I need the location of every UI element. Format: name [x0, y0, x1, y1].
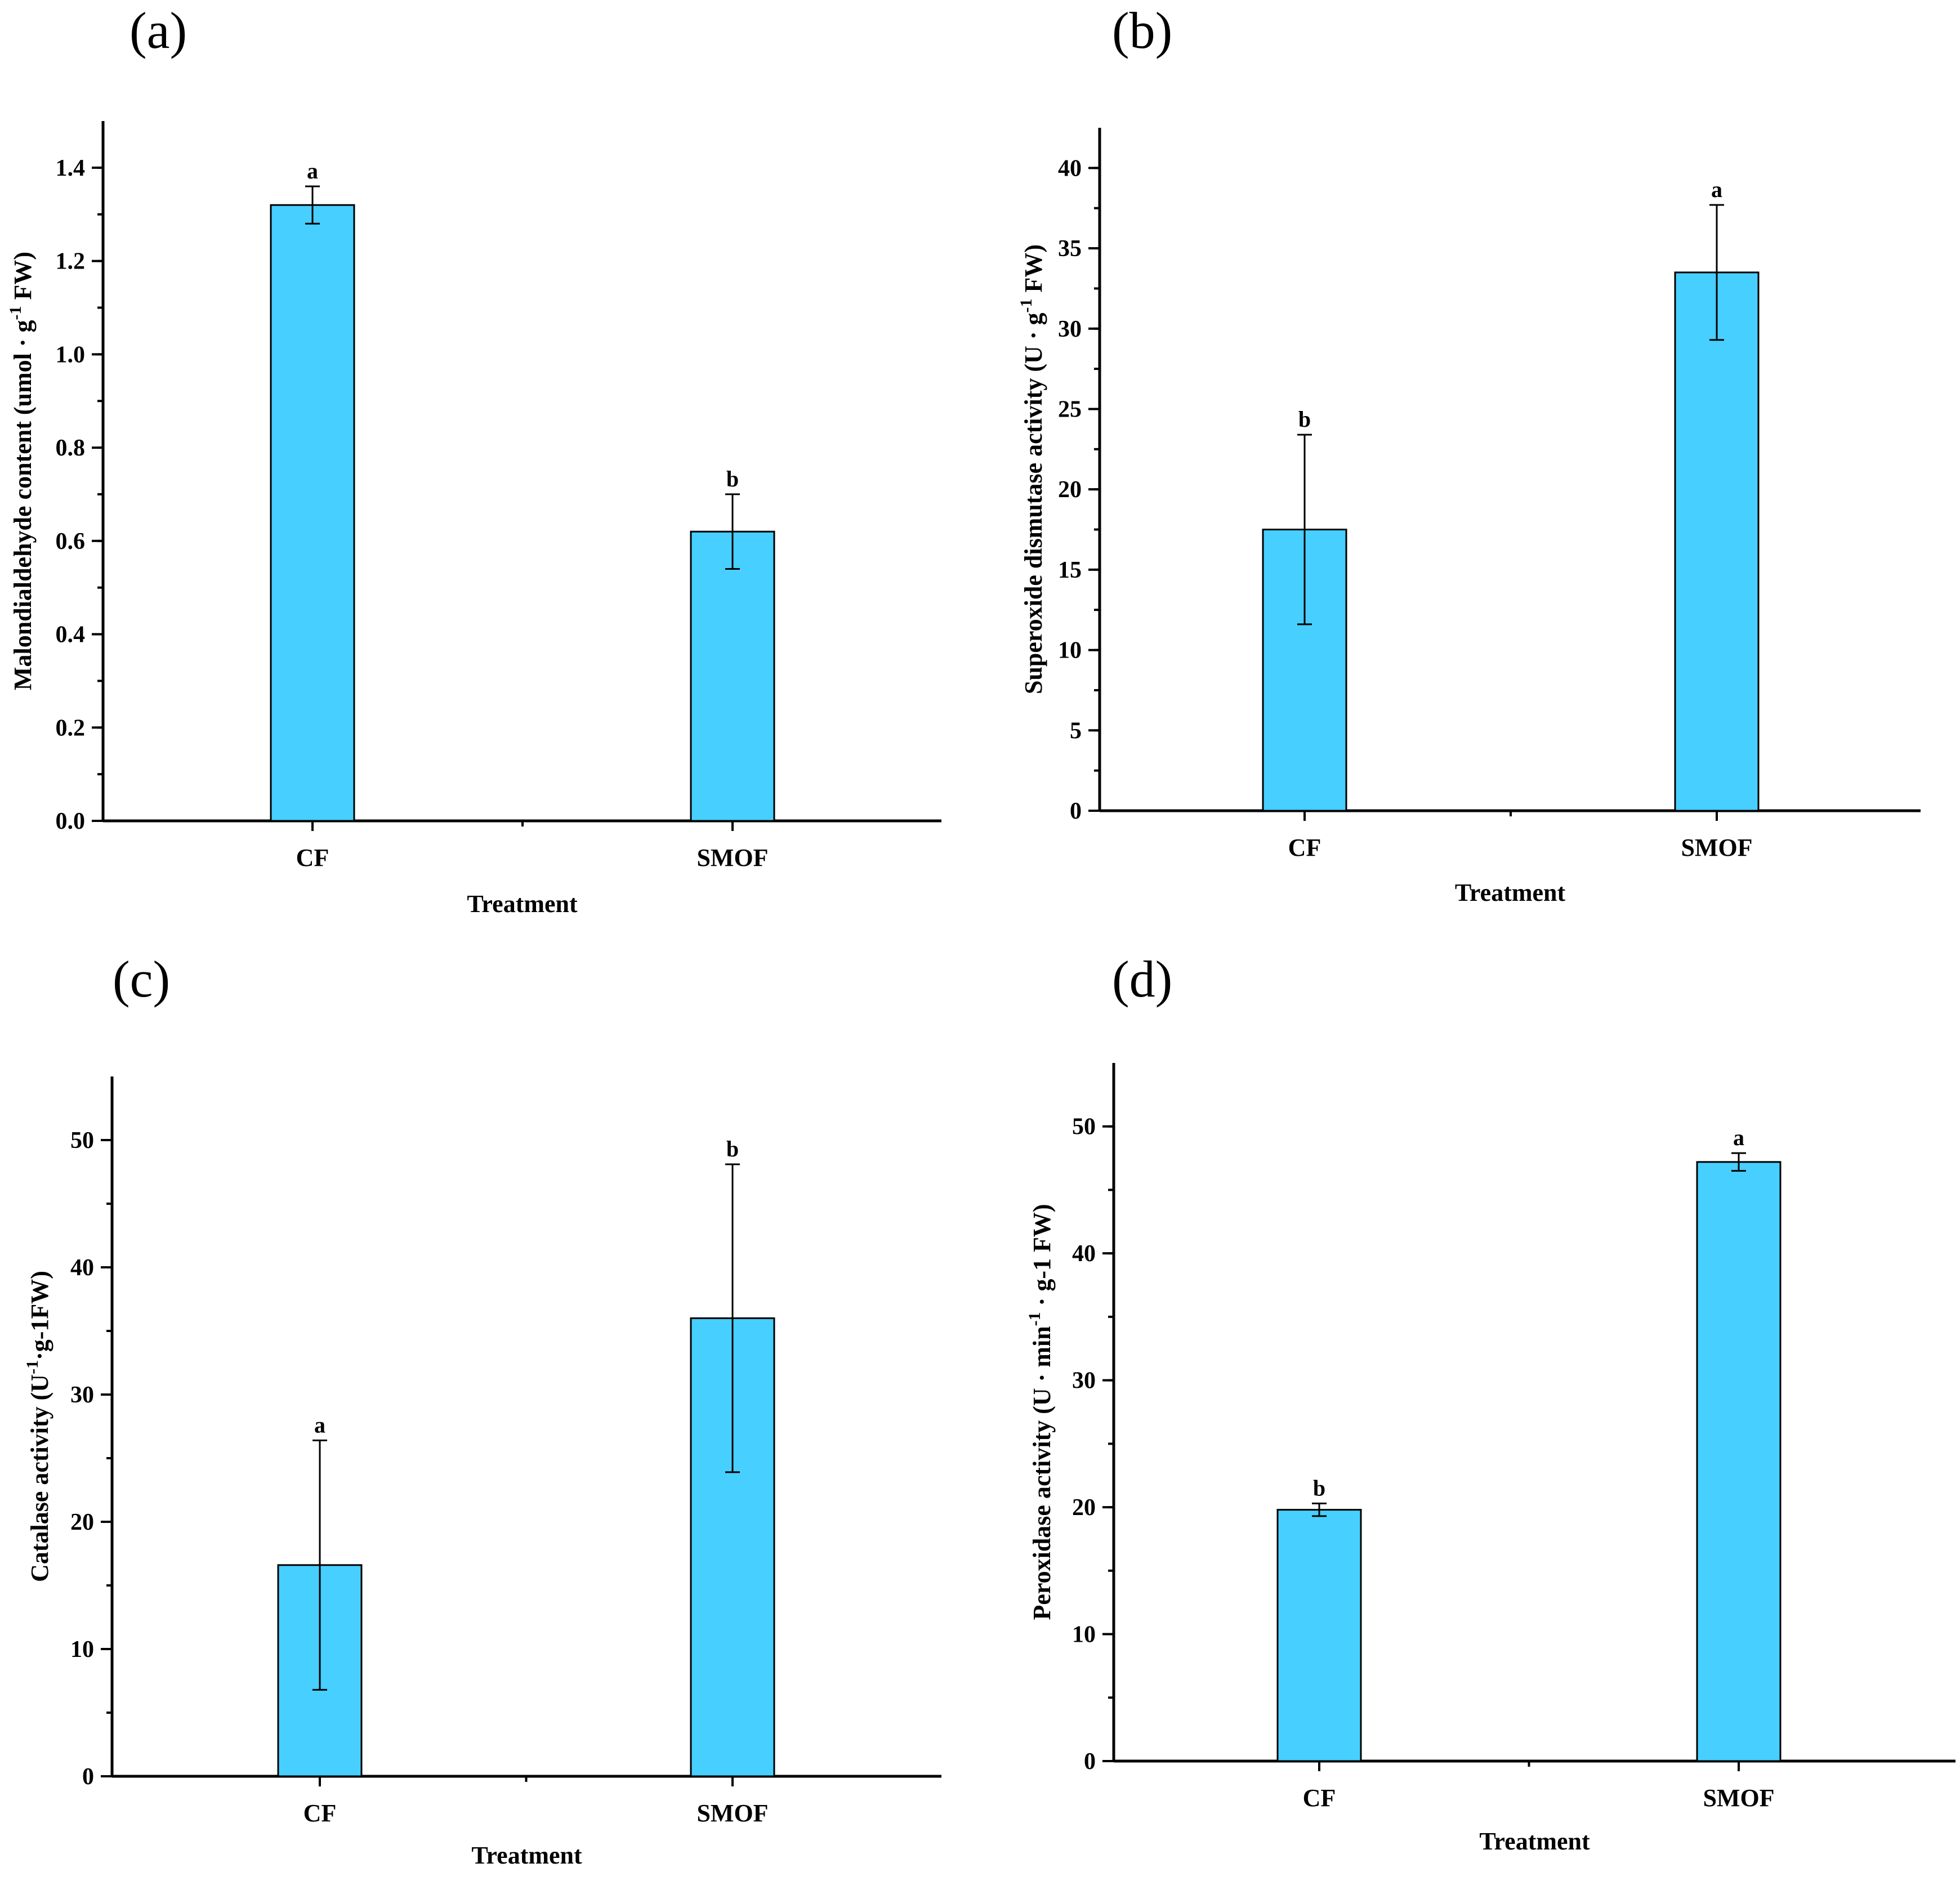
y-tick-label: 10: [70, 1637, 94, 1663]
chart-panel-d: (d) 0 10 20 30 40 50 b CF a SMOF Treatment Peroxidas…: [1025, 950, 1955, 1855]
y-axis-title-sup: -1: [23, 1360, 42, 1374]
chart-panel-a: (a) 0.0 0.2 0.4 0.6 0.8 1.0 1.2 1.4 a CF b SMOF Treat…: [6, 2, 941, 918]
chart-panel-b: (b) 0 5 10 15 20 25 30 35 40 b CF a SMOF Treatment Supe…: [1017, 2, 1921, 906]
bar-smof: [1674, 271, 1760, 812]
y-tick-label: 0.0: [56, 808, 86, 834]
y-tick-label: 0: [1070, 798, 1082, 824]
y-tick-label: 10: [1058, 638, 1082, 664]
y-tick-label: 0.8: [56, 435, 86, 461]
significance-label: b: [726, 1136, 739, 1161]
y-axis-title-main: Catalase activity (U: [26, 1374, 53, 1582]
panel-label: (d): [1112, 950, 1172, 1008]
x-tick-label: CF: [303, 1799, 337, 1827]
y-tick-label: 10: [1072, 1622, 1096, 1648]
y-axis-title-main: Superoxide dismutase activity (U · g: [1020, 313, 1047, 695]
significance-label: b: [1298, 406, 1311, 432]
significance-label: a: [307, 158, 318, 184]
x-tick-label: CF: [1303, 1784, 1336, 1812]
y-tick-label: 40: [70, 1255, 94, 1281]
y-axis-title-main: Peroxidase activity (U · min: [1028, 1326, 1056, 1620]
y-tick-label: 20: [70, 1509, 94, 1535]
y-tick-label: 0.6: [56, 529, 86, 555]
y-tick-label: 40: [1058, 155, 1082, 181]
y-tick-label: 1.0: [56, 342, 86, 368]
y-tick-label: 20: [1058, 477, 1082, 503]
y-tick-label: 0.2: [56, 715, 86, 741]
y-axis-title-tail: ·g-1FW): [26, 1271, 53, 1360]
y-tick-label: 40: [1072, 1241, 1096, 1267]
bar-cf: [1276, 1509, 1362, 1762]
y-axis-title-sup: -1: [6, 306, 25, 320]
x-tick-label: SMOF: [1681, 834, 1752, 861]
significance-label: b: [726, 466, 739, 492]
x-axis-title: Treatment: [471, 1842, 582, 1869]
y-tick-label: 15: [1058, 557, 1082, 583]
x-axis-title: Treatment: [1479, 1828, 1590, 1855]
panel-label: (a): [130, 2, 187, 59]
bar-cf: [270, 204, 355, 822]
significance-label: a: [314, 1412, 325, 1437]
chart-panel-c: (c) 0 10 20 30 40 50 a CF b SMOF Treatment Catalase …: [23, 950, 941, 1869]
y-tick-label: 20: [1072, 1495, 1096, 1521]
significance-label: b: [1313, 1475, 1325, 1500]
panel-label: (c): [113, 950, 170, 1008]
y-axis-title: Malondialdehyde content (umol · g-1 FW): [6, 252, 37, 690]
y-tick-label: 0.4: [56, 622, 86, 648]
x-axis-title: Treatment: [1455, 879, 1566, 906]
y-tick-label: 50: [1072, 1114, 1096, 1140]
y-axis-title-main: Malondialdehyde content (umol · g: [9, 320, 37, 690]
x-tick-label: SMOF: [697, 844, 768, 872]
y-axis-title: Superoxide dismutase activity (U · g-1 F…: [1017, 244, 1047, 694]
y-tick-label: 30: [70, 1382, 94, 1408]
y-tick-label: 30: [1072, 1368, 1096, 1394]
y-axis-title-tail: FW): [1020, 244, 1047, 299]
y-tick-label: 0: [1084, 1749, 1096, 1775]
x-tick-label: CF: [1288, 834, 1321, 861]
y-axis-title: Catalase activity (U-1·g-1FW): [23, 1271, 53, 1582]
y-axis-title-sup: -1: [1017, 299, 1035, 313]
y-tick-label: 1.4: [56, 155, 86, 181]
bar-smof: [690, 530, 775, 822]
y-tick-label: 5: [1070, 718, 1082, 744]
y-tick-label: 50: [70, 1128, 94, 1154]
x-axis-title: Treatment: [467, 890, 578, 918]
bar-smof: [1696, 1161, 1782, 1762]
significance-label: a: [1711, 177, 1722, 202]
y-tick-label: 30: [1058, 316, 1082, 342]
y-axis-title-tail: FW): [9, 252, 37, 306]
x-tick-label: SMOF: [697, 1799, 768, 1827]
y-axis-title: Peroxidase activity (U · min-1 · g-1 FW): [1025, 1204, 1056, 1620]
y-axis-title-tail: · g-1 FW): [1028, 1204, 1056, 1312]
y-tick-label: 0: [82, 1764, 94, 1790]
y-tick-label: 1.2: [56, 249, 86, 275]
x-tick-label: CF: [296, 844, 329, 872]
y-axis-title-sup: -1: [1025, 1312, 1044, 1326]
y-tick-label: 35: [1058, 236, 1082, 262]
x-tick-label: SMOF: [1703, 1784, 1774, 1812]
y-tick-label: 25: [1058, 396, 1082, 422]
panel-label: (b): [1112, 2, 1172, 59]
significance-label: a: [1733, 1125, 1744, 1150]
